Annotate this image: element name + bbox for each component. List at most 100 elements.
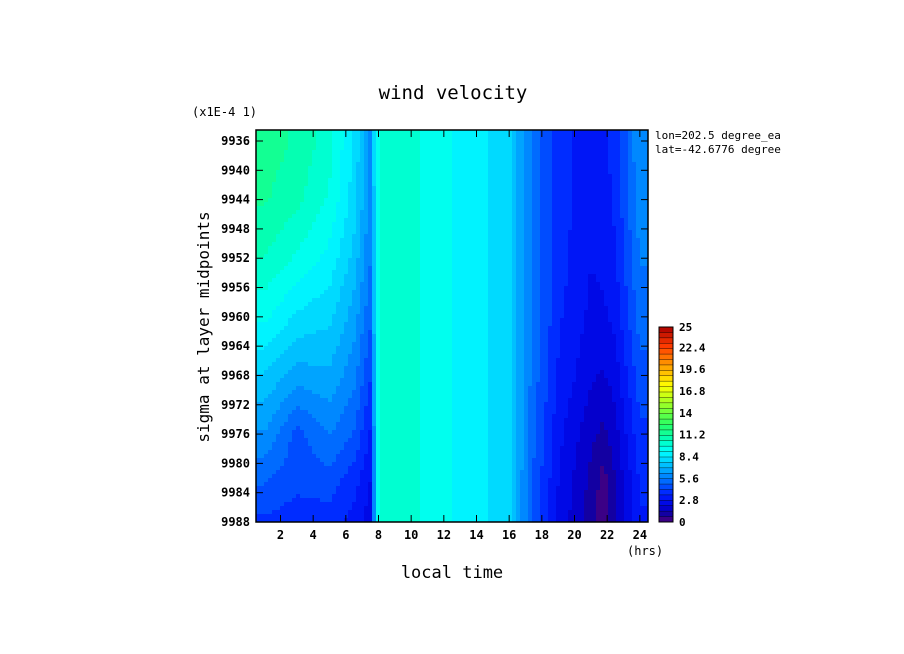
heatmap-cell: [340, 302, 345, 307]
heatmap-cell: [304, 190, 309, 195]
heatmap-cell: [628, 142, 633, 147]
heatmap-cell: [508, 254, 513, 259]
heatmap-cell: [476, 170, 481, 175]
heatmap-cell: [284, 202, 289, 207]
heatmap-cell: [596, 246, 601, 251]
heatmap-cell: [284, 134, 289, 139]
heatmap-cell: [392, 162, 397, 167]
heatmap-cell: [564, 302, 569, 307]
heatmap-cell: [320, 250, 325, 255]
heatmap-cell: [452, 326, 457, 331]
heatmap-cell: [472, 258, 477, 263]
heatmap-cell: [576, 206, 581, 211]
heatmap-cell: [404, 290, 409, 295]
heatmap-cell: [552, 310, 557, 315]
heatmap-cell: [628, 258, 633, 263]
heatmap-cell: [628, 138, 633, 143]
heatmap-cell: [352, 214, 357, 219]
heatmap-cell: [424, 158, 429, 163]
heatmap-cell: [392, 254, 397, 259]
heatmap-cell: [432, 262, 437, 267]
heatmap-cell: [604, 258, 609, 263]
heatmap-cell: [560, 282, 565, 287]
heatmap-cell: [380, 138, 385, 143]
heatmap-cell: [272, 318, 277, 323]
heatmap-cell: [580, 266, 585, 271]
heatmap-cell: [312, 210, 317, 215]
heatmap-cell: [532, 274, 537, 279]
heatmap-cell: [500, 322, 505, 327]
heatmap-cell: [380, 310, 385, 315]
heatmap-cell: [312, 242, 317, 247]
heatmap-cell: [348, 242, 353, 247]
heatmap-cell: [468, 326, 473, 331]
heatmap-cell: [596, 322, 601, 327]
heatmap-cell: [468, 302, 473, 307]
heatmap-cell: [272, 218, 277, 223]
heatmap-cell: [336, 330, 341, 335]
heatmap-cell: [316, 318, 321, 323]
heatmap-cell: [560, 154, 565, 159]
heatmap-cell: [312, 314, 317, 319]
heatmap-cell: [440, 138, 445, 143]
heatmap-cell: [448, 166, 453, 171]
heatmap-cell: [612, 214, 617, 219]
heatmap-cell: [520, 202, 525, 207]
heatmap-cell: [360, 250, 365, 255]
heatmap-cell: [340, 194, 345, 199]
heatmap-cell: [572, 278, 577, 283]
heatmap-cell: [576, 182, 581, 187]
heatmap-cell: [596, 198, 601, 203]
heatmap-cell: [276, 134, 281, 139]
heatmap-cell: [512, 302, 517, 307]
heatmap-cell: [368, 186, 373, 191]
heatmap-cell: [544, 258, 549, 263]
heatmap-cell: [436, 238, 441, 243]
heatmap-cell: [604, 314, 609, 319]
heatmap-cell: [276, 250, 281, 255]
heatmap-cell: [500, 166, 505, 171]
heatmap-cell: [608, 158, 613, 163]
heatmap-cell: [552, 238, 557, 243]
heatmap-cell: [540, 294, 545, 299]
heatmap-cell: [424, 162, 429, 167]
heatmap-cell: [640, 314, 645, 319]
heatmap-cell: [452, 214, 457, 219]
heatmap-cell: [264, 178, 269, 183]
heatmap-cell: [396, 278, 401, 283]
heatmap-cell: [456, 326, 461, 331]
heatmap-cell: [636, 234, 641, 239]
heatmap-cell: [476, 146, 481, 151]
heatmap-cell: [396, 130, 401, 135]
heatmap-cell: [556, 238, 561, 243]
heatmap-cell: [544, 314, 549, 319]
heatmap-cell: [604, 326, 609, 331]
heatmap-cell: [504, 254, 509, 259]
heatmap-cell: [356, 258, 361, 263]
heatmap-cell: [300, 250, 305, 255]
heatmap-cell: [280, 270, 285, 275]
heatmap-cell: [272, 314, 277, 319]
heatmap-cell: [584, 142, 589, 147]
heatmap-cell: [468, 250, 473, 255]
heatmap-cell: [344, 282, 349, 287]
heatmap-cell: [576, 314, 581, 319]
heatmap-cell: [328, 146, 333, 151]
heatmap-cell: [468, 198, 473, 203]
heatmap-cell: [548, 318, 553, 323]
heatmap-cell: [608, 182, 613, 187]
heatmap-cell: [452, 162, 457, 167]
heatmap-cell: [532, 230, 537, 235]
heatmap-cell: [632, 154, 637, 159]
heatmap-cell: [312, 190, 317, 195]
heatmap-cell: [532, 198, 537, 203]
heatmap-cell: [316, 174, 321, 179]
heatmap-cell: [532, 150, 537, 155]
heatmap-cell: [328, 298, 333, 303]
heatmap-cell: [580, 314, 585, 319]
heatmap-cell: [512, 290, 517, 295]
heatmap-cell: [420, 290, 425, 295]
heatmap-cell: [568, 226, 573, 231]
heatmap-cell: [336, 150, 341, 155]
heatmap-cell: [608, 318, 613, 323]
